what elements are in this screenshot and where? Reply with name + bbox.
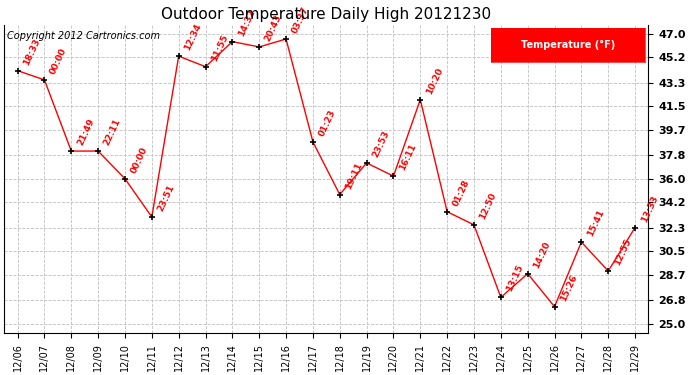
Text: 21:49: 21:49 — [75, 117, 96, 147]
Text: 20:43: 20:43 — [264, 13, 284, 43]
Text: 22:11: 22:11 — [102, 117, 123, 147]
Text: 00:00: 00:00 — [129, 145, 149, 175]
Text: 13:15: 13:15 — [505, 264, 525, 293]
Text: 14:32: 14:32 — [237, 8, 257, 38]
Text: 15:26: 15:26 — [559, 273, 579, 303]
Text: 11:55: 11:55 — [210, 33, 230, 63]
Text: 19:11: 19:11 — [344, 160, 364, 190]
Text: 10:20: 10:20 — [424, 66, 444, 96]
Text: 12:50: 12:50 — [478, 191, 498, 221]
Text: 14:20: 14:20 — [532, 240, 552, 270]
Text: 13:33: 13:33 — [639, 194, 660, 224]
Text: 01:23: 01:23 — [317, 108, 337, 138]
Text: 03:37: 03:37 — [290, 5, 310, 35]
Text: Copyright 2012 Cartronics.com: Copyright 2012 Cartronics.com — [8, 31, 160, 40]
Text: 16:11: 16:11 — [397, 142, 418, 172]
Text: 23:51: 23:51 — [156, 183, 176, 213]
Text: 15:41: 15:41 — [586, 208, 606, 238]
Text: 12:55: 12:55 — [613, 237, 633, 267]
Title: Outdoor Temperature Daily High 20121230: Outdoor Temperature Daily High 20121230 — [161, 7, 491, 22]
Text: 01:28: 01:28 — [451, 178, 471, 207]
Text: 18:33: 18:33 — [22, 37, 42, 66]
Text: 23:53: 23:53 — [371, 129, 391, 159]
Text: 00:00: 00:00 — [48, 46, 68, 76]
Text: 12:34: 12:34 — [183, 22, 203, 52]
